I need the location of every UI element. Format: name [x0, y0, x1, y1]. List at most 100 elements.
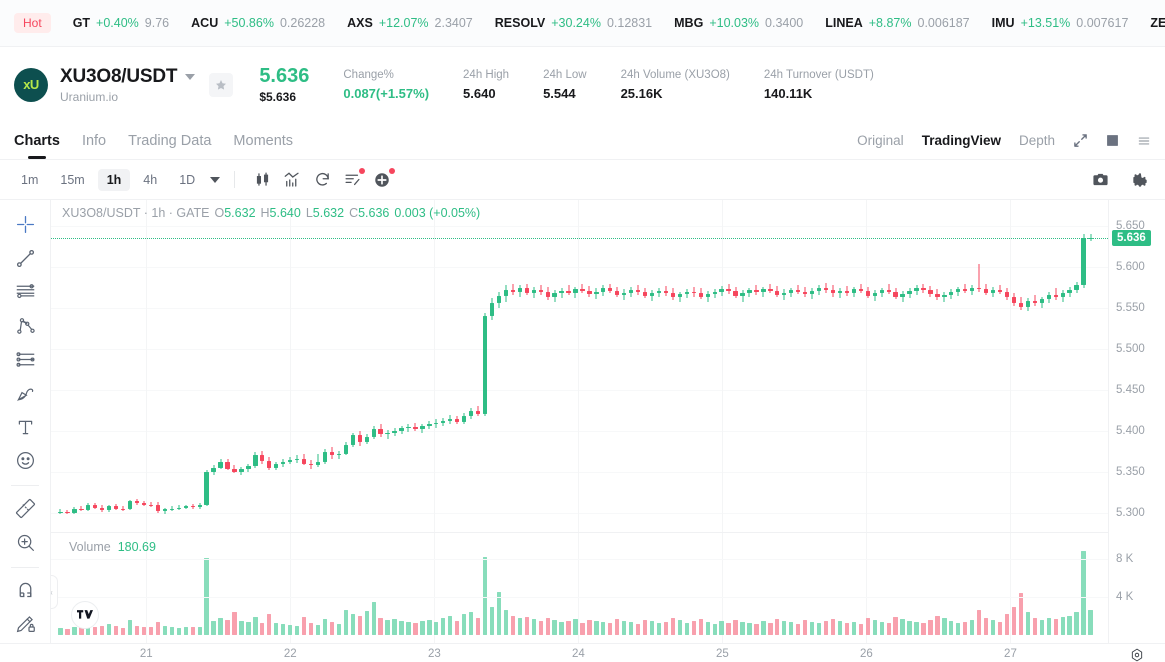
volume-bar — [705, 621, 710, 635]
timeframe-4h[interactable]: 4h — [143, 172, 158, 187]
volume-bar — [963, 621, 968, 635]
trend-line-icon[interactable] — [8, 244, 42, 273]
candlestick — [120, 200, 126, 643]
fib-retracement-icon[interactable] — [8, 345, 42, 374]
camera-icon[interactable] — [1087, 167, 1113, 193]
magnet-icon[interactable] — [8, 576, 42, 605]
ticker-item[interactable]: LINEA +8.87% 0.006187 — [825, 16, 969, 30]
axis-settings-icon[interactable] — [1108, 644, 1165, 662]
candle-body — [517, 288, 522, 292]
header-stat: 24h High 5.640 — [463, 69, 509, 101]
candle-body — [559, 290, 564, 294]
candlestick — [531, 200, 536, 643]
chevron-down-icon[interactable] — [185, 73, 196, 80]
time-axis[interactable]: 21 22 23 24 25 26 27 — [0, 643, 1165, 662]
volume-bar — [649, 620, 655, 635]
candle-body — [1018, 303, 1024, 308]
stat-value: 0.087(+1.57%) — [343, 85, 430, 101]
candlestick — [503, 200, 509, 643]
candle-wick — [387, 430, 389, 440]
candle-body — [656, 290, 662, 294]
ticker-item[interactable]: MBG +10.03% 0.3400 — [674, 16, 803, 30]
candle-body — [642, 291, 648, 296]
page-title[interactable]: XU3O8/USDT — [60, 65, 178, 87]
timeframe-1m[interactable]: 1m — [21, 172, 39, 187]
settings-gear-icon[interactable] — [1127, 167, 1153, 193]
candlestick — [155, 200, 161, 643]
collapse-panel-handle[interactable]: ‹ — [51, 575, 58, 609]
crosshair-icon[interactable] — [8, 210, 42, 239]
candle-body — [260, 454, 265, 462]
volume-bar — [120, 628, 126, 635]
replay-icon[interactable] — [309, 167, 335, 193]
price-chart[interactable]: XU3O8/USDT · 1h · GATE O5.632 H5.640 L5.… — [51, 200, 1108, 643]
pencil-lock-icon[interactable] — [8, 609, 42, 638]
more-menu-icon[interactable] — [1137, 134, 1151, 148]
candlestick — [559, 200, 564, 643]
candle-body — [677, 294, 683, 298]
volume-bar — [461, 614, 467, 635]
tab-moments[interactable]: Moments — [233, 132, 294, 149]
candlestick — [865, 200, 870, 643]
alert-list-icon[interactable] — [339, 167, 366, 193]
text-tool-icon[interactable] — [8, 413, 42, 442]
volume-bar — [364, 611, 369, 635]
measure-ruler-icon[interactable] — [8, 494, 42, 523]
candlestick — [1011, 200, 1017, 643]
chart-mode-depth[interactable]: Depth — [1018, 133, 1055, 148]
tradingview-logo[interactable] — [71, 601, 99, 629]
candlestick — [211, 200, 216, 643]
horizontal-lines-icon[interactable] — [8, 278, 42, 307]
tab-charts[interactable]: Charts — [14, 122, 60, 159]
volume-bar — [851, 621, 857, 635]
candle-body — [1025, 300, 1031, 308]
candlestick — [343, 200, 348, 643]
candle-wick — [888, 284, 890, 295]
candle-wick — [964, 283, 966, 294]
tab-trading-data[interactable]: Trading Data — [128, 132, 212, 149]
chart-mode-tradingview[interactable]: TradingView — [921, 133, 1001, 148]
candlestick — [663, 200, 669, 643]
toolbar-divider — [11, 485, 39, 487]
timeframe-dropdown-icon[interactable] — [210, 176, 221, 183]
volume-bar — [475, 618, 481, 635]
volume-bar — [893, 617, 898, 635]
volume-bar — [796, 623, 801, 635]
chart-mode-original[interactable]: Original — [857, 133, 904, 148]
candle-wick — [540, 285, 542, 295]
grid-line — [51, 389, 1108, 391]
ticker-item[interactable]: RESOLV +30.24% 0.12831 — [495, 16, 652, 30]
volume-bar — [956, 622, 961, 635]
tab-info[interactable]: Info — [81, 132, 107, 149]
layout-square-icon[interactable] — [1106, 134, 1119, 147]
ticker-symbol: AXS — [347, 16, 373, 30]
candle-body — [308, 463, 314, 466]
ticker-item[interactable]: ACU +50.86% 0.26228 — [191, 16, 325, 30]
timeframe-1h[interactable]: 1h — [97, 168, 131, 191]
volume-bar — [1074, 612, 1079, 635]
price-axis[interactable]: 5.650 5.600 5.550 5.500 5.450 5.400 5.350 5.300… — [1108, 200, 1165, 643]
volume-bar — [524, 617, 529, 635]
ticker-item[interactable]: AXS +12.07% 2.3407 — [347, 16, 473, 30]
candlestick-type-icon[interactable] — [249, 167, 275, 193]
brush-icon[interactable] — [8, 379, 42, 408]
favorite-star-button[interactable] — [209, 72, 234, 97]
add-indicator-icon[interactable] — [369, 167, 396, 193]
fullscreen-expand-icon[interactable] — [1073, 133, 1088, 148]
candle-body — [239, 469, 244, 472]
volume-bar — [406, 621, 411, 635]
ticker-item[interactable]: IMU +13.51% 0.007617 — [992, 16, 1129, 30]
emoji-icon[interactable] — [8, 446, 42, 475]
indicators-icon[interactable] — [279, 167, 305, 193]
timeframe-1D[interactable]: 1D — [179, 172, 196, 187]
volume-bar — [72, 626, 77, 635]
ticker-item[interactable]: GT +0.40% 9.76 — [73, 16, 169, 30]
volume-bar — [635, 623, 641, 635]
candle-body — [726, 289, 731, 291]
candle-wick — [178, 505, 180, 511]
ticker-item[interactable]: ZETA+17.63%0.08570 — [1150, 16, 1165, 30]
pitchfork-icon[interactable] — [8, 311, 42, 340]
grid-line — [146, 200, 148, 643]
timeframe-15m[interactable]: 15m — [60, 172, 85, 187]
zoom-in-icon[interactable] — [8, 528, 42, 557]
